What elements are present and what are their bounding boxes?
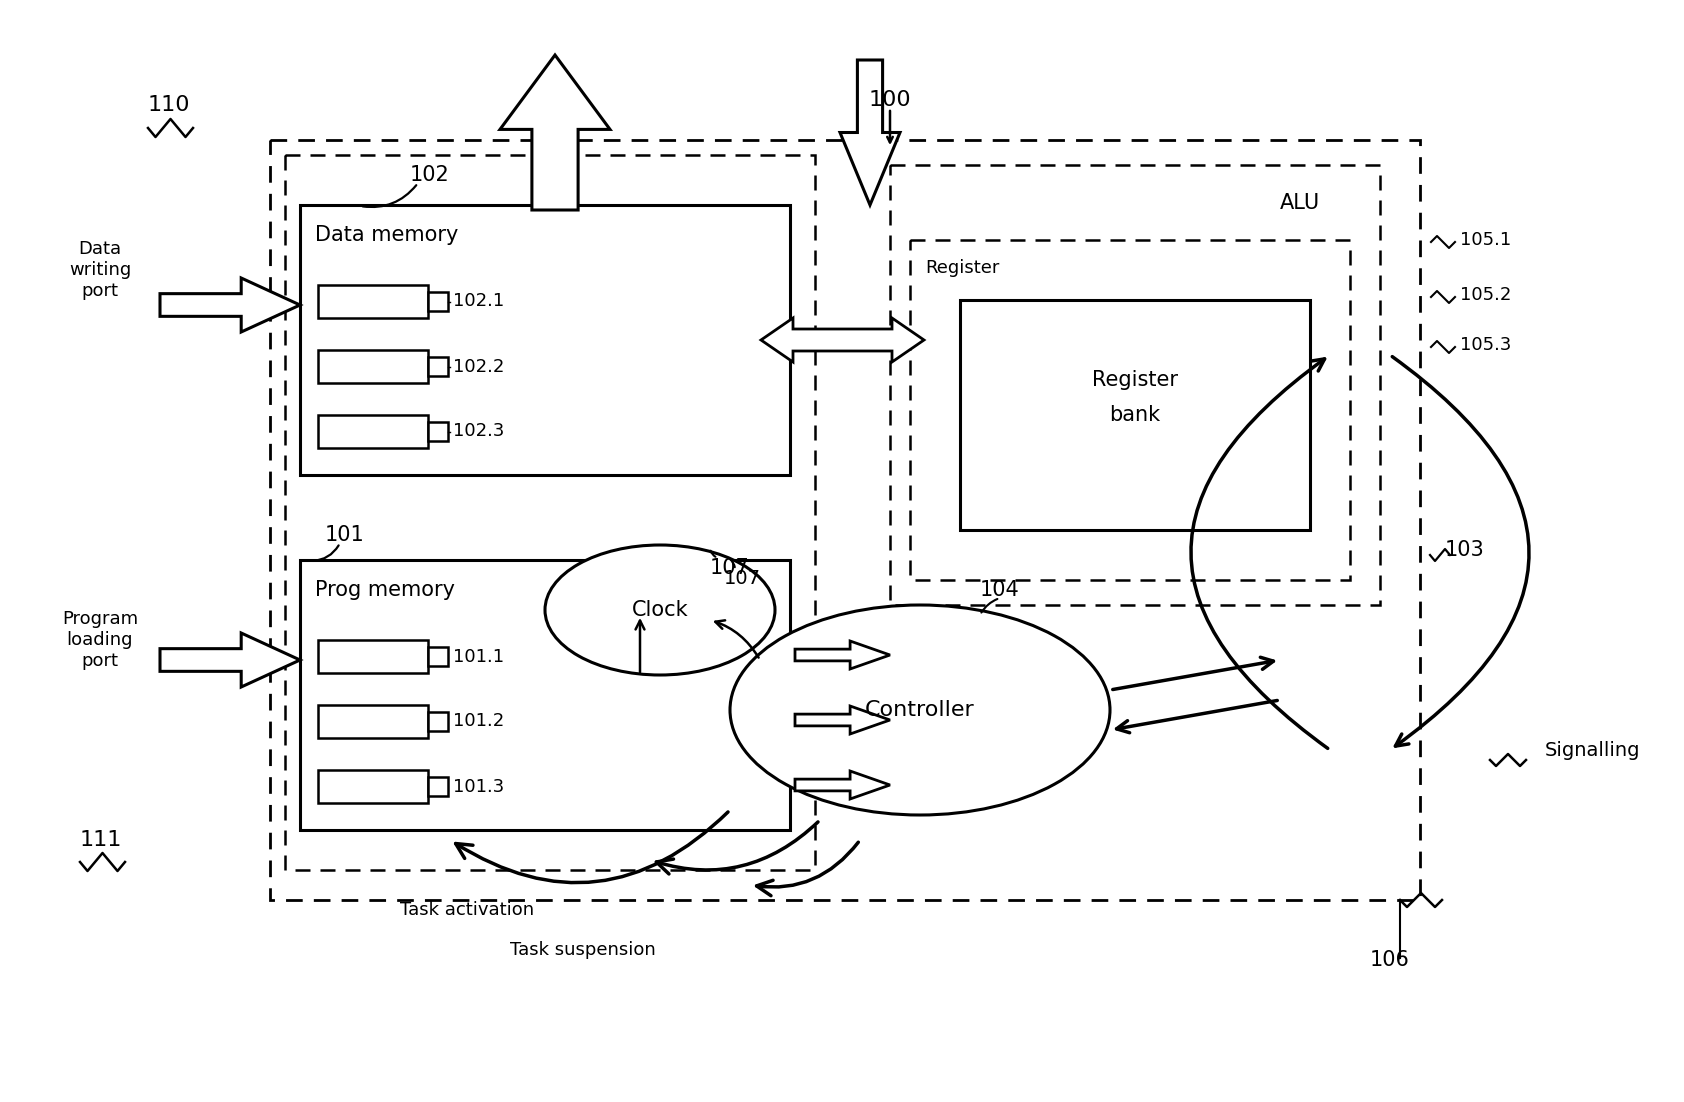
Text: 102: 102 (411, 165, 450, 185)
Text: Signalling: Signalling (1544, 741, 1640, 759)
Bar (318, 415, 428, 449)
Polygon shape (500, 55, 610, 210)
Bar (909, 240, 1351, 580)
Bar (269, 140, 1420, 900)
Text: 111: 111 (81, 830, 123, 850)
Polygon shape (795, 641, 891, 669)
Bar (300, 560, 790, 830)
Text: 103: 103 (1445, 540, 1485, 560)
Text: 101.1: 101.1 (453, 648, 504, 666)
Text: 105.2: 105.2 (1460, 287, 1511, 304)
Text: 102.1: 102.1 (453, 292, 504, 311)
Bar (318, 640, 428, 673)
Text: Controller: Controller (866, 700, 975, 720)
Bar (318, 285, 428, 318)
Text: 101: 101 (325, 525, 365, 545)
Text: 107: 107 (724, 569, 761, 587)
Text: Register: Register (1091, 370, 1179, 390)
Bar (428, 712, 448, 731)
Text: 110: 110 (148, 95, 190, 115)
Ellipse shape (546, 545, 775, 676)
Text: Data
writing
port: Data writing port (69, 240, 131, 300)
Bar (318, 705, 428, 738)
Text: 104: 104 (980, 580, 1021, 599)
Text: bank: bank (1110, 406, 1160, 425)
Bar (428, 292, 448, 311)
Text: Program
loading
port: Program loading port (62, 611, 138, 670)
Text: 101.2: 101.2 (453, 713, 504, 731)
Text: Register: Register (925, 259, 999, 277)
Text: 107: 107 (711, 558, 749, 579)
Bar (285, 155, 815, 869)
Text: 100: 100 (869, 90, 911, 110)
Bar (891, 165, 1379, 605)
Bar (960, 300, 1310, 530)
Text: 102.3: 102.3 (453, 422, 504, 441)
Polygon shape (761, 318, 925, 361)
Text: 105.1: 105.1 (1460, 231, 1511, 249)
Bar (428, 647, 448, 666)
Text: Prog memory: Prog memory (315, 580, 455, 599)
Bar (318, 350, 428, 383)
Bar (428, 357, 448, 376)
Ellipse shape (729, 605, 1110, 815)
Polygon shape (160, 633, 300, 687)
Bar (318, 770, 428, 803)
Polygon shape (840, 60, 899, 205)
Text: 101.3: 101.3 (453, 778, 504, 796)
Bar (428, 422, 448, 441)
Text: ALU: ALU (1280, 193, 1320, 213)
Text: 106: 106 (1371, 950, 1410, 970)
Polygon shape (795, 771, 891, 799)
Bar (428, 777, 448, 796)
Bar (300, 205, 790, 475)
Text: Task suspension: Task suspension (510, 941, 655, 959)
Text: Data memory: Data memory (315, 225, 458, 245)
Text: Clock: Clock (632, 599, 689, 620)
Text: 102.2: 102.2 (453, 357, 504, 376)
Text: 105.3: 105.3 (1460, 336, 1511, 354)
Text: Task activation: Task activation (401, 901, 534, 919)
Polygon shape (795, 706, 891, 734)
Polygon shape (160, 278, 300, 332)
